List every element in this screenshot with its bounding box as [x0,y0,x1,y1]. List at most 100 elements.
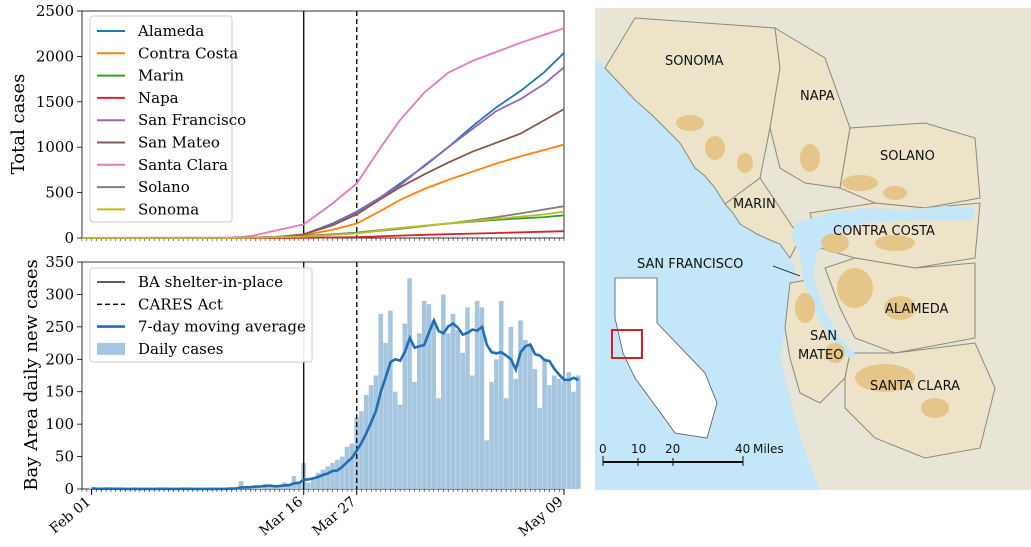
scale-label-0: 0 [599,442,607,456]
daily-case-bar [349,443,355,489]
daily-case-bar [416,333,422,489]
top-event-lines [303,11,358,238]
bottom-x-axis: Feb 01 Mar 16 Mar 27 May 09 [47,489,567,540]
daily-case-bar [335,459,340,489]
daily-case-bar [296,481,302,489]
bottom-y-axis-label: Bay Area daily new cases [21,259,42,491]
daily-case-bar [436,398,441,489]
daily-case-bar [426,304,432,489]
daily-case-bar [277,485,282,489]
daily-case-bar [363,394,369,489]
moving-average [91,317,580,491]
top-legend-box [89,15,233,223]
daily-case-bar [421,300,427,489]
scale-label-unit: Miles [753,442,784,456]
daily-case-bar [470,375,475,489]
daily-case-bar [310,479,316,489]
label-san-mateo-line1: SAN [810,329,837,344]
bottom-x-tick-label: May 09 [516,494,567,540]
legend-label-napa: Napa [138,89,179,107]
daily-case-bar [474,300,480,489]
top-y-tick-label: 2000 [36,47,74,65]
california-inset [614,277,718,439]
bottom-legend: BA shelter-in-place CARES Act 7-day moving… [89,267,313,363]
moving-average-line [91,317,580,491]
daily-case-bar [571,391,576,489]
daily-case-bar [445,333,451,489]
urban-areas [676,115,949,418]
daily-case-bar [388,310,393,489]
top-y-tick-label: 1000 [36,138,74,156]
daily-case-bar [484,440,490,489]
daily-case-bar [513,378,518,489]
scale-label-20: 20 [665,442,680,456]
label-contra-costa: CONTRA COSTA [833,224,935,239]
legend-label-contra-costa: Contra Costa [138,44,238,62]
daily-case-bar [373,375,379,489]
county-solano [839,122,981,209]
daily-case-bar [378,313,384,489]
daily-case-bar [503,398,509,489]
daily-case-bar [431,320,437,489]
daily-case-bar [359,411,364,489]
bottom-x-tick-label: Mar 27 [309,494,359,539]
bottom-y-tick-label: 250 [45,318,74,336]
daily-case-bar [498,300,504,489]
daily-case-bar [532,369,538,489]
sf-leader-line [772,265,801,277]
bottom-y-tick-label: 0 [64,480,74,498]
daily-case-bar [561,381,567,489]
scale-label-40: 40 [735,442,750,456]
san-francisco-bay [791,206,975,358]
bottom-y-tick-label: 300 [45,285,74,303]
top-y-tick-label: 0 [64,229,74,247]
daily-cases-chart: 0 50 100 150 200 250 300 350 Feb 01 Mar 16 Mar 27… [21,253,581,540]
bay-area-map: SONOMA NAPA SOLANO MARIN CONTRA COSTA SA… [595,8,1031,490]
scale-label-10: 10 [631,442,646,456]
top-legend: Alameda Contra Costa Marin Napa San Francisc… [89,15,246,223]
legend-label-ba-shelter-in-place: BA shelter-in-place [138,273,283,291]
daily-case-bar [460,352,465,489]
total-cases-chart: 0 500 1000 1500 2000 2500 Alameda Contra Costa… [8,2,565,247]
daily-case-bar [344,446,350,489]
daily-case-bar [547,385,552,489]
daily-case-bar [306,482,311,489]
top-y-axis: 0 500 1000 1500 2000 2500 [36,2,82,247]
daily-case-bar [354,417,359,489]
label-napa: NAPA [800,89,835,104]
series-line-sonoma [82,210,565,239]
label-san-francisco: SAN FRANCISCO [637,257,743,272]
daily-bars [89,278,581,489]
top-y-tick-label: 2500 [36,2,74,20]
daily-case-bar [272,486,277,489]
daily-case-bar [330,463,335,489]
legend-label-solano: Solano [138,178,190,196]
daily-case-bar [89,488,94,489]
daily-case-bar [315,472,321,489]
bottom-x-tick-label: Mar 16 [256,494,306,540]
daily-case-bar [320,469,326,489]
daily-case-bar [523,339,528,489]
daily-case-bar [450,313,456,489]
daily-case-bar [508,326,514,489]
legend-label-daily-cases: Daily cases [138,340,223,358]
daily-case-bar [527,346,533,489]
daily-case-bar [518,320,523,489]
daily-case-bar [455,330,461,489]
daily-case-bar [383,343,388,489]
legend-label-santa-clara: Santa Clara [138,156,228,174]
bottom-y-tick-label: 200 [45,350,74,368]
top-y-tick-label: 500 [45,184,74,202]
daily-case-bar [397,404,403,489]
daily-case-bar [402,323,408,489]
label-alameda: ALAMEDA [885,302,949,317]
bottom-y-tick-label: 150 [45,383,74,401]
daily-case-bar [267,485,273,489]
top-series-group [81,27,565,239]
series-line-santa-clara [81,27,565,239]
label-santa-clara: SANTA CLARA [870,379,960,394]
daily-case-bar [441,294,446,489]
label-marin: MARIN [733,197,776,212]
legend-swatch-daily-cases [97,342,125,355]
